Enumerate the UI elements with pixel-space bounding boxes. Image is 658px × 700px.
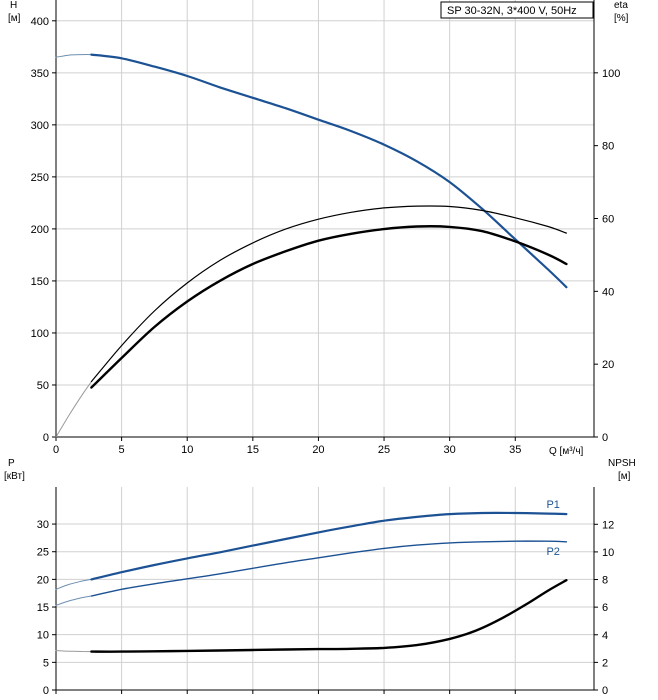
x-tick-label: 0 — [53, 444, 59, 456]
x-tick-label: 35 — [509, 444, 521, 456]
top-series-line-2 — [55, 381, 92, 438]
bottom-left-tick-label: 30 — [37, 519, 49, 531]
flow-axis-label: Q [м³/ч] — [549, 446, 584, 457]
top-series-line-3 — [90, 205, 567, 383]
top-left-tick-label: 50 — [37, 380, 49, 392]
x-tick-label: 25 — [378, 444, 390, 456]
top-left-tick-label: 100 — [31, 328, 49, 340]
bottom-series-line-3 — [90, 540, 568, 597]
bottom-right-tick-label: 6 — [602, 602, 608, 614]
top-left-tick-label: 400 — [31, 16, 49, 28]
bottom-right-tick-label: 4 — [602, 630, 608, 642]
top-series-line-4 — [90, 225, 568, 389]
top-right-axis-label: eta [%] — [614, 0, 629, 24]
bottom-left-tick-label: 20 — [37, 574, 49, 586]
npsh-axis-name: NPSH — [608, 458, 636, 469]
x-tick-label: 15 — [247, 444, 259, 456]
top-left-tick-label: 350 — [31, 68, 49, 80]
bottom-right-tick-label: 2 — [602, 657, 608, 669]
top-right-tick-label: 40 — [602, 286, 614, 298]
series-label-p1: P1 — [546, 499, 559, 511]
power-axis-name: P — [8, 458, 15, 469]
legend-frame — [440, 1, 594, 19]
top-right-tick-label: 80 — [602, 141, 614, 153]
efficiency-axis-unit: [%] — [614, 13, 629, 24]
top-left-tick-label: 300 — [31, 120, 49, 132]
x-tick-label: 30 — [444, 444, 456, 456]
series-label-p2: P2 — [546, 546, 559, 558]
x-tick-label: 20 — [312, 444, 324, 456]
npsh-axis-unit: [м] — [618, 471, 631, 482]
top-right-tick-label: 0 — [602, 432, 608, 444]
bottom-series-line-4 — [55, 650, 92, 653]
bottom-left-tick-label: 5 — [43, 657, 49, 669]
efficiency-axis-name: eta — [614, 0, 628, 11]
top-left-tick-label: 0 — [43, 432, 49, 444]
top-left-tick-label: 150 — [31, 276, 49, 288]
top-left-axis-label: H [м] — [8, 0, 21, 24]
head-axis-unit: [м] — [8, 13, 21, 24]
legend-box: SP 30-32N, 3*400 V, 50Hz — [440, 1, 594, 19]
bottom-left-tick-label: 10 — [37, 630, 49, 642]
top-left-tick-label: 200 — [31, 224, 49, 236]
power-axis-unit: [кВт] — [4, 471, 25, 482]
bottom-left-tick-label: 25 — [37, 547, 49, 559]
bottom-left-tick-label: 0 — [43, 685, 49, 697]
top-left-tick-label: 250 — [31, 172, 49, 184]
bottom-right-axis-label: NPSH [м] — [608, 458, 636, 482]
bottom-left-axis-label: P [кВт] — [4, 458, 25, 482]
bottom-series-line-2 — [55, 595, 92, 606]
bottom-series-line-0 — [55, 578, 92, 590]
bottom-left-tick-label: 15 — [37, 602, 49, 614]
top-right-tick-label: 60 — [602, 214, 614, 226]
top-series-line-1 — [90, 53, 568, 289]
top-right-tick-label: 20 — [602, 359, 614, 371]
bottom-right-tick-label: 10 — [602, 547, 614, 559]
head-efficiency-panel: 0 50 100 150 200 250 300 350 400 0 20 40 60 80 100 0 5 10… — [31, 0, 620, 456]
bottom-right-tick-label: 0 — [602, 685, 608, 697]
legend-title: SP 30-32N, 3*400 V, 50Hz — [447, 5, 577, 17]
bottom-series-line-1 — [90, 511, 568, 581]
bottom-right-tick-label: 12 — [602, 519, 614, 531]
bottom-right-tick-label: 8 — [602, 575, 608, 587]
power-npsh-panel: 0 5 10 15 20 25 30 0 2 4 6 8 10 12 P1 P2 — [37, 487, 614, 697]
top-right-tick-label: 100 — [602, 68, 620, 80]
x-tick-label: 5 — [119, 444, 125, 456]
head-axis-name: H — [10, 0, 17, 11]
x-tick-label: 10 — [181, 444, 193, 456]
top-series-line-0 — [55, 54, 92, 58]
bottom-series-line-5 — [90, 579, 568, 653]
